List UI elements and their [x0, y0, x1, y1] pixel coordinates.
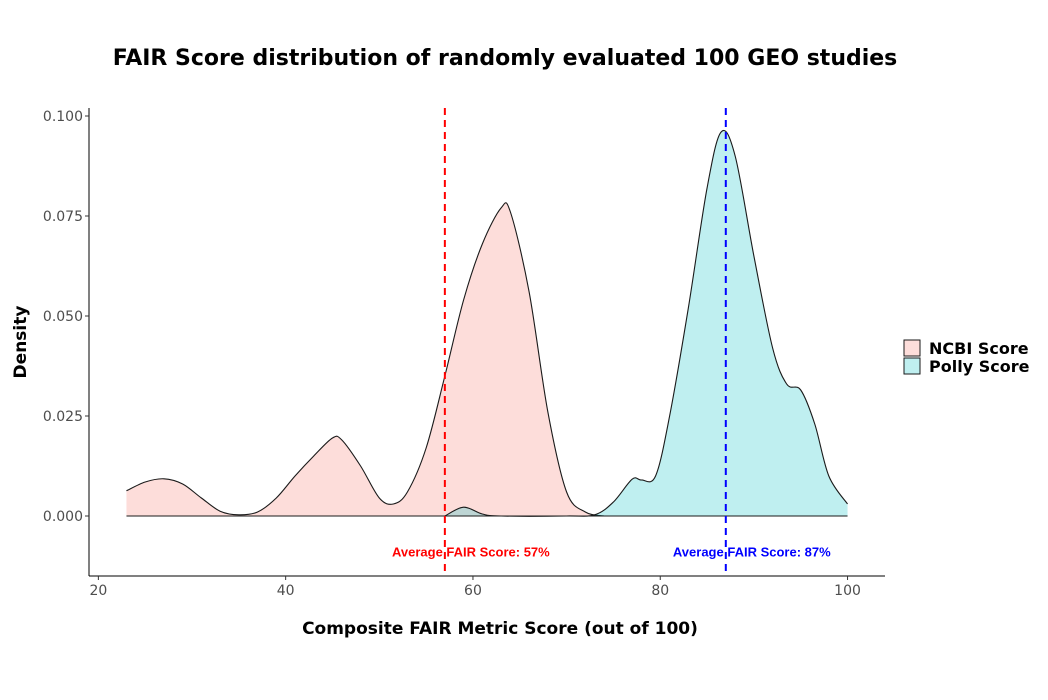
- y-tick-label: 0.075: [43, 209, 83, 225]
- legend-key-ncbi: [903, 339, 921, 357]
- legend-key-polly: [903, 357, 921, 375]
- plot-area: Average FAIR Score: 57% Average FAIR Scor…: [126, 108, 848, 576]
- y-tick-label: 0.000: [43, 509, 83, 525]
- series-line-ncbi: [126, 202, 605, 517]
- axis-ticks: 0.000 0.025 0.050 0.075 0.100 20 40 60 80 100: [43, 109, 861, 599]
- y-axis-title: Density: [11, 306, 31, 379]
- x-axis-title: Composite FAIR Metric Score (out of 100): [302, 619, 698, 639]
- y-tick-label: 0.050: [43, 309, 83, 325]
- x-tick-label: 100: [834, 583, 861, 599]
- mean-label-2: Average FAIR Score: 87%: [673, 544, 831, 559]
- legend-label-ncbi: NCBI Score: [929, 339, 1029, 358]
- mean-label-1: Average FAIR Score: 57%: [392, 544, 550, 559]
- x-tick-label: 60: [464, 583, 482, 599]
- legend-label-polly: Polly Score: [929, 357, 1030, 376]
- y-tick-label: 0.100: [43, 109, 83, 125]
- x-tick-label: 40: [277, 583, 295, 599]
- series-area-ncbi: [126, 202, 605, 516]
- chart-title: FAIR Score distribution of randomly eval…: [113, 46, 898, 71]
- y-tick-label: 0.025: [43, 409, 83, 425]
- series-area-polly: [444, 130, 848, 517]
- x-tick-label: 80: [651, 583, 669, 599]
- x-tick-label: 20: [89, 583, 107, 599]
